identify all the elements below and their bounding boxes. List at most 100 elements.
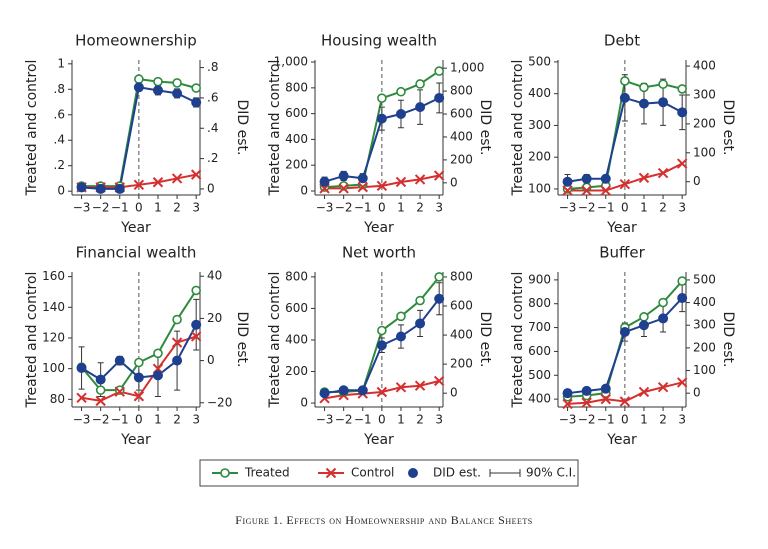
point bbox=[133, 82, 144, 93]
y-tick-label: 200 bbox=[285, 364, 308, 378]
point bbox=[338, 181, 349, 191]
y-tick-label: 0 bbox=[57, 184, 65, 198]
point bbox=[562, 185, 573, 196]
point bbox=[434, 92, 445, 103]
point bbox=[76, 182, 87, 193]
y-tick-label: 400 bbox=[285, 132, 308, 146]
legend-box bbox=[199, 459, 579, 487]
x-tick-label: 0 bbox=[621, 413, 629, 427]
point bbox=[433, 170, 445, 181]
point bbox=[658, 313, 669, 324]
y2-tick-label: 600 bbox=[450, 299, 473, 313]
panel-title: Buffer bbox=[599, 244, 645, 262]
legend-label: Control bbox=[351, 466, 394, 480]
y-tick-label: 140 bbox=[42, 300, 65, 314]
x-tick-label: −3 bbox=[559, 201, 577, 215]
point bbox=[639, 312, 649, 322]
point bbox=[581, 385, 592, 396]
point bbox=[414, 380, 426, 391]
point bbox=[639, 82, 649, 93]
x-tick-label: −3 bbox=[316, 201, 334, 215]
point bbox=[152, 370, 163, 381]
point bbox=[357, 385, 368, 396]
point bbox=[376, 113, 387, 124]
point bbox=[600, 173, 611, 184]
caption: Figure 1. Effects on Homeownership and B… bbox=[235, 513, 532, 527]
point bbox=[395, 331, 406, 342]
x-tick-label: −2 bbox=[335, 201, 353, 215]
x-tick-label: −1 bbox=[354, 201, 372, 215]
x-tick-label: 0 bbox=[135, 201, 143, 215]
y-tick-label: 0 bbox=[300, 184, 308, 198]
x-tick-label: −3 bbox=[73, 201, 91, 215]
x-tick-label: 3 bbox=[192, 201, 200, 215]
y-axis-label: Treated and control bbox=[510, 272, 526, 409]
point bbox=[600, 185, 611, 196]
y2-tick-label: 800 bbox=[450, 84, 473, 98]
point bbox=[638, 98, 649, 109]
panel-title: Homeownership bbox=[75, 32, 197, 50]
point bbox=[338, 183, 349, 194]
x-tick-label: 2 bbox=[416, 413, 424, 427]
point bbox=[134, 357, 144, 368]
y-tick-label: .8 bbox=[54, 82, 65, 96]
legend-label: DID est. bbox=[433, 466, 481, 480]
y2-tick-label: 0 bbox=[693, 386, 701, 400]
y2-tick-label: 0 bbox=[207, 181, 215, 195]
point bbox=[619, 396, 631, 407]
y-tick-label: 160 bbox=[42, 269, 65, 283]
point bbox=[319, 388, 330, 399]
point bbox=[415, 295, 425, 306]
point bbox=[95, 385, 106, 395]
y2-tick-label: 500 bbox=[693, 272, 716, 286]
point bbox=[376, 386, 388, 398]
x-tick-label: −3 bbox=[73, 413, 91, 427]
x-tick-label: 3 bbox=[678, 413, 686, 427]
x-tick-label: −3 bbox=[316, 413, 334, 427]
point bbox=[395, 176, 407, 188]
point bbox=[376, 180, 388, 192]
x-tick-label: −1 bbox=[111, 413, 129, 427]
legend-label: Treated bbox=[244, 466, 290, 480]
point bbox=[415, 102, 426, 113]
point bbox=[114, 183, 125, 194]
point bbox=[658, 97, 669, 108]
point bbox=[338, 385, 349, 396]
legend-swatch bbox=[325, 467, 337, 479]
y2-tick-label: 400 bbox=[450, 328, 473, 342]
y2-axis-label: DID est. bbox=[234, 312, 250, 368]
panel-title: Financial wealth bbox=[76, 244, 197, 262]
y-tick-label: 600 bbox=[528, 344, 551, 358]
x-tick-label: 0 bbox=[135, 413, 143, 427]
y2-tick-label: .6 bbox=[207, 90, 218, 104]
panel: Housing wealth 0 200 400 600 800 1,000 0 200 400 6… bbox=[267, 32, 493, 237]
x-tick-label: −2 bbox=[578, 413, 596, 427]
point bbox=[152, 177, 164, 188]
y-tick-label: 100 bbox=[42, 361, 65, 375]
y2-tick-label: .4 bbox=[207, 121, 218, 135]
point bbox=[658, 297, 668, 308]
point bbox=[114, 355, 125, 366]
y-tick-label: .6 bbox=[54, 107, 65, 121]
point bbox=[657, 167, 669, 179]
point bbox=[395, 382, 407, 393]
y2-tick-label: −20 bbox=[207, 395, 232, 409]
point bbox=[338, 170, 349, 181]
point bbox=[133, 372, 144, 383]
y2-tick-label: 0 bbox=[450, 175, 458, 189]
point bbox=[172, 355, 183, 366]
x-tick-label: −3 bbox=[559, 413, 577, 427]
y2-tick-label: 300 bbox=[693, 87, 716, 101]
y2-tick-label: 400 bbox=[450, 129, 473, 143]
y-axis-label: Treated and control bbox=[267, 272, 283, 409]
point bbox=[152, 85, 163, 96]
point bbox=[415, 318, 426, 329]
y2-tick-label: 300 bbox=[693, 318, 716, 332]
point bbox=[76, 362, 87, 373]
point bbox=[638, 320, 649, 331]
point bbox=[76, 392, 87, 404]
point bbox=[319, 176, 330, 187]
y2-tick-label: 200 bbox=[693, 340, 716, 354]
point bbox=[581, 397, 592, 408]
